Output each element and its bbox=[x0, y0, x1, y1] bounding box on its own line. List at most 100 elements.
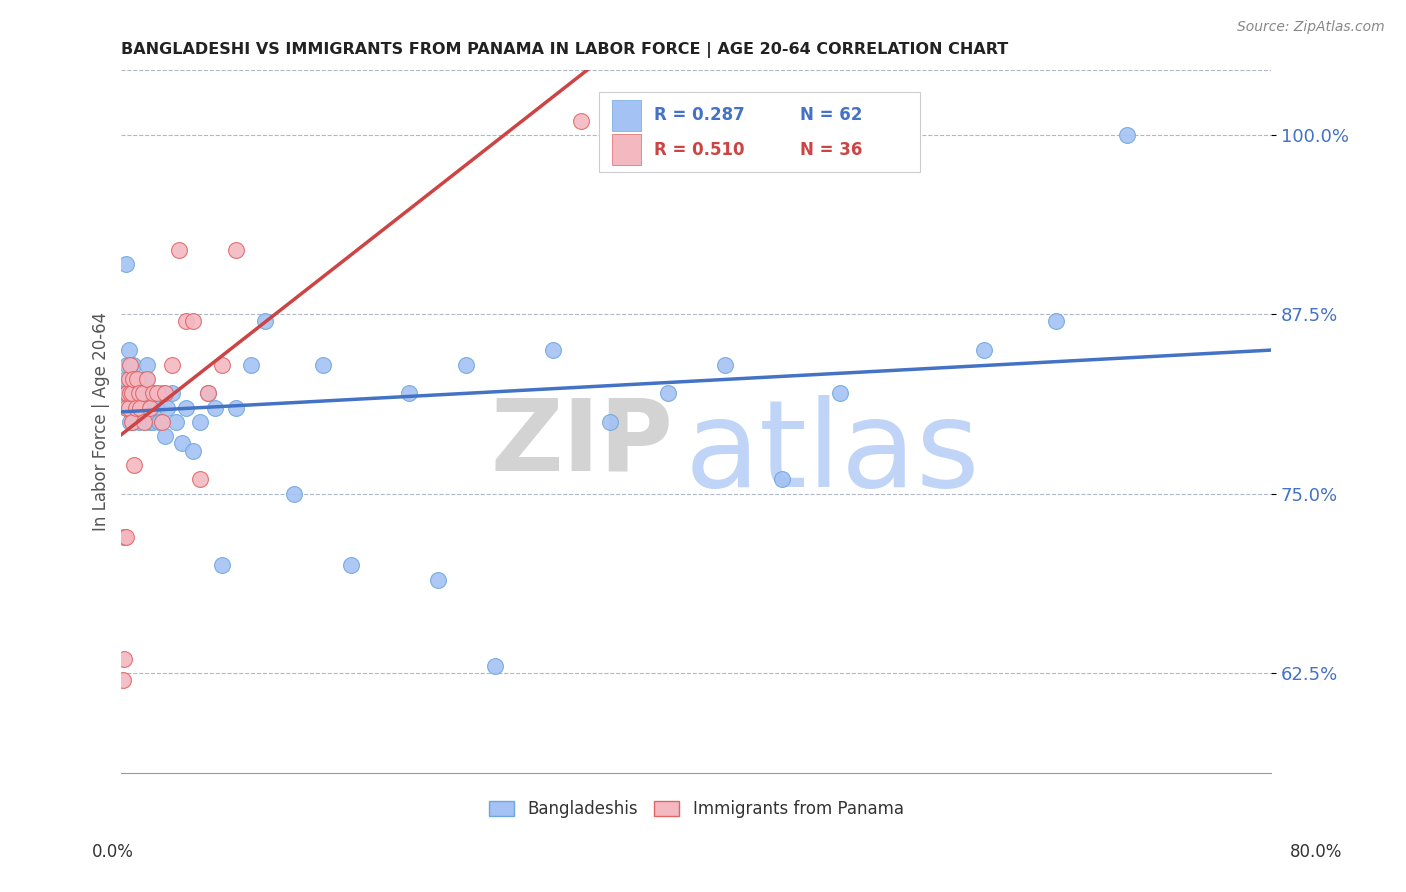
Point bbox=[197, 386, 219, 401]
Text: ZIP: ZIP bbox=[491, 394, 673, 491]
Point bbox=[138, 415, 160, 429]
Point bbox=[115, 386, 138, 401]
Point bbox=[657, 386, 679, 401]
Point bbox=[114, 530, 136, 544]
Point bbox=[340, 558, 363, 573]
Point bbox=[153, 386, 176, 401]
Point bbox=[120, 386, 142, 401]
Point bbox=[1116, 128, 1139, 142]
Point bbox=[134, 386, 156, 401]
Point bbox=[1045, 314, 1067, 328]
Point bbox=[254, 314, 277, 328]
Text: R = 0.510: R = 0.510 bbox=[654, 141, 744, 159]
Point bbox=[114, 257, 136, 271]
Point bbox=[569, 113, 592, 128]
Point bbox=[311, 358, 333, 372]
Point bbox=[190, 472, 212, 486]
Point bbox=[120, 358, 142, 372]
Text: R = 0.287: R = 0.287 bbox=[654, 106, 745, 124]
Point bbox=[125, 401, 148, 415]
Point bbox=[181, 443, 204, 458]
Point bbox=[121, 386, 143, 401]
Point bbox=[125, 401, 148, 415]
Y-axis label: In Labor Force | Age 20-64: In Labor Force | Age 20-64 bbox=[93, 312, 110, 532]
Point bbox=[146, 386, 169, 401]
Point bbox=[115, 401, 138, 415]
Point bbox=[121, 372, 143, 386]
Point bbox=[156, 401, 179, 415]
Point bbox=[148, 415, 170, 429]
Point bbox=[135, 372, 157, 386]
Point bbox=[225, 401, 247, 415]
Point bbox=[142, 415, 165, 429]
Point bbox=[197, 386, 219, 401]
Point bbox=[114, 372, 136, 386]
Text: atlas: atlas bbox=[685, 395, 980, 512]
Point bbox=[128, 386, 150, 401]
Point bbox=[160, 386, 183, 401]
Point bbox=[204, 401, 226, 415]
Point bbox=[139, 401, 162, 415]
Point bbox=[150, 415, 173, 429]
Point bbox=[141, 386, 163, 401]
Point bbox=[111, 673, 134, 688]
Point bbox=[139, 401, 162, 415]
Point bbox=[117, 343, 139, 358]
Point bbox=[121, 386, 143, 401]
Legend: Bangladeshis, Immigrants from Panama: Bangladeshis, Immigrants from Panama bbox=[482, 794, 911, 825]
Point bbox=[127, 372, 149, 386]
Point bbox=[190, 415, 212, 429]
Point bbox=[973, 343, 995, 358]
Point bbox=[127, 372, 149, 386]
Point bbox=[239, 358, 262, 372]
Point bbox=[136, 372, 159, 386]
Point bbox=[112, 386, 135, 401]
Point bbox=[122, 372, 145, 386]
Text: N = 62: N = 62 bbox=[800, 106, 862, 124]
Point bbox=[143, 393, 166, 408]
Text: BANGLADESHI VS IMMIGRANTS FROM PANAMA IN LABOR FORCE | AGE 20-64 CORRELATION CHA: BANGLADESHI VS IMMIGRANTS FROM PANAMA IN… bbox=[121, 42, 1008, 58]
Point bbox=[153, 429, 176, 443]
Point bbox=[211, 558, 233, 573]
Text: Source: ZipAtlas.com: Source: ZipAtlas.com bbox=[1237, 20, 1385, 34]
Point bbox=[128, 415, 150, 429]
Point bbox=[112, 651, 135, 665]
Point bbox=[160, 358, 183, 372]
Point bbox=[117, 401, 139, 415]
Point bbox=[170, 436, 193, 450]
Point bbox=[174, 314, 197, 328]
Point bbox=[283, 486, 305, 500]
Point bbox=[124, 379, 146, 393]
Point bbox=[772, 472, 794, 486]
Point bbox=[132, 386, 155, 401]
Text: 80.0%: 80.0% bbox=[1291, 843, 1343, 861]
FancyBboxPatch shape bbox=[613, 135, 641, 165]
Point bbox=[131, 379, 153, 393]
Point bbox=[134, 415, 156, 429]
Point bbox=[146, 401, 169, 415]
Point bbox=[125, 386, 148, 401]
Text: N = 36: N = 36 bbox=[800, 141, 862, 159]
Point bbox=[150, 386, 173, 401]
Point bbox=[541, 343, 564, 358]
Point bbox=[122, 358, 145, 372]
Point bbox=[120, 415, 142, 429]
Point bbox=[117, 372, 139, 386]
Point bbox=[426, 573, 449, 587]
Point bbox=[484, 658, 506, 673]
Point bbox=[165, 415, 187, 429]
Point bbox=[132, 401, 155, 415]
Point bbox=[124, 458, 146, 472]
Point bbox=[121, 415, 143, 429]
Point bbox=[115, 386, 138, 401]
FancyBboxPatch shape bbox=[599, 92, 921, 172]
Point bbox=[122, 415, 145, 429]
Point bbox=[211, 358, 233, 372]
Point bbox=[114, 401, 136, 415]
Point bbox=[129, 401, 152, 415]
Point bbox=[181, 314, 204, 328]
Point bbox=[129, 393, 152, 408]
Point bbox=[398, 386, 420, 401]
Point bbox=[599, 415, 621, 429]
Text: 0.0%: 0.0% bbox=[91, 843, 134, 861]
